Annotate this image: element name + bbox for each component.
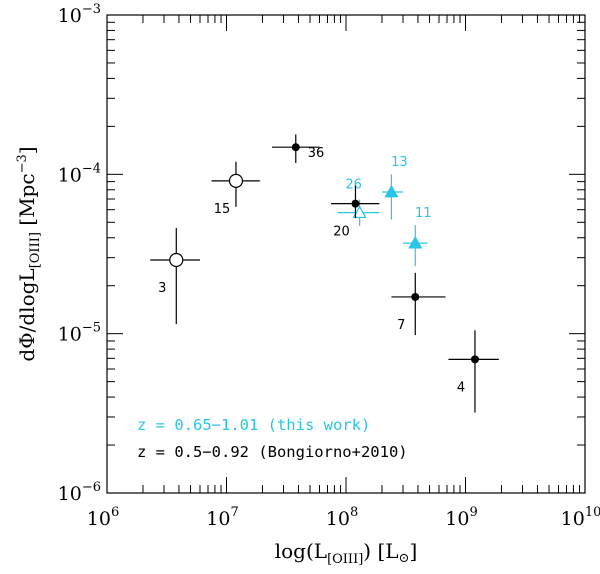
- y-tick-label: 10−6: [58, 480, 101, 505]
- point-label: 4: [457, 380, 465, 395]
- filled-triangle-marker: [384, 184, 399, 198]
- y-tick-exponent: −6: [82, 480, 101, 495]
- y-tick-exponent: −4: [82, 161, 101, 176]
- open-triangle-marker: [352, 205, 367, 219]
- x-tick-label: 108: [326, 505, 358, 530]
- y-axis-title: dΦ/dlogL[OIII] [Mpc−3]: [15, 146, 43, 361]
- x-tick-exponent: 9: [469, 505, 477, 520]
- legend-entry: z = 0.5−0.92 (Bongiorno+2010): [137, 443, 408, 461]
- data-point: 7: [391, 272, 446, 336]
- point-label: 15: [214, 202, 231, 217]
- point-label: 13: [391, 155, 408, 170]
- x-tick-label: 107: [206, 505, 238, 530]
- x-axis-title: log(L[OIII]) [L⊙]: [275, 539, 418, 567]
- filled-circle-marker: [470, 355, 479, 364]
- point-label: 36: [308, 146, 325, 161]
- y-tick-label: 10−4: [58, 161, 101, 186]
- minor-ticks: [107, 15, 585, 493]
- y-tick-label: 10−3: [58, 2, 101, 27]
- point-label: 26: [345, 178, 362, 193]
- data-points: 26 13 11 3 15 36 20 7 4: [150, 134, 499, 413]
- legend-entry: z = 0.65−1.01 (this work): [137, 416, 370, 434]
- point-label: 3: [158, 281, 166, 296]
- x-tick-label: 109: [445, 505, 477, 530]
- x-tick-exponent: 10: [585, 505, 600, 520]
- data-point: 26: [337, 178, 380, 226]
- filled-circle-marker: [411, 292, 420, 301]
- y-axis-title-group: dΦ/dlogL[OIII] [Mpc−3]: [15, 146, 43, 361]
- x-tick-label: 106: [87, 505, 119, 530]
- data-point: 4: [448, 330, 499, 413]
- open-circle-marker: [228, 173, 244, 188]
- data-point: 15: [211, 161, 260, 217]
- point-label: 20: [333, 225, 350, 240]
- y-tick-exponent: −3: [82, 2, 101, 17]
- y-tick-labels: 10−6 10−5 10−4 10−3: [58, 2, 101, 505]
- x-tick-exponent: 8: [350, 505, 358, 520]
- data-point: 3: [150, 228, 200, 324]
- x-tick-label: 1010: [561, 505, 600, 530]
- x-tick-labels: 106 107 108 109 1010: [87, 505, 600, 530]
- data-point: 13: [381, 155, 408, 220]
- open-circle-marker: [169, 252, 184, 268]
- series-1: 3 15 36 20 7 4: [150, 134, 499, 413]
- filled-triangle-marker: [408, 235, 423, 249]
- filled-circle-marker: [291, 143, 300, 152]
- data-point: 20: [331, 185, 380, 240]
- x-tick-exponent: 7: [230, 505, 238, 520]
- y-tick-label: 10−5: [58, 321, 101, 346]
- series-0: 26 13 11: [337, 155, 432, 267]
- y-tick-exponent: −5: [82, 321, 101, 336]
- point-label: 7: [397, 318, 405, 333]
- data-point: 36: [271, 134, 325, 163]
- legend: z = 0.65−1.01 (this work) z = 0.5−0.92 (B…: [137, 416, 408, 461]
- filled-circle-marker: [351, 199, 360, 208]
- x-tick-exponent: 6: [111, 505, 119, 520]
- data-point: 11: [403, 206, 432, 267]
- point-label: 11: [415, 206, 432, 221]
